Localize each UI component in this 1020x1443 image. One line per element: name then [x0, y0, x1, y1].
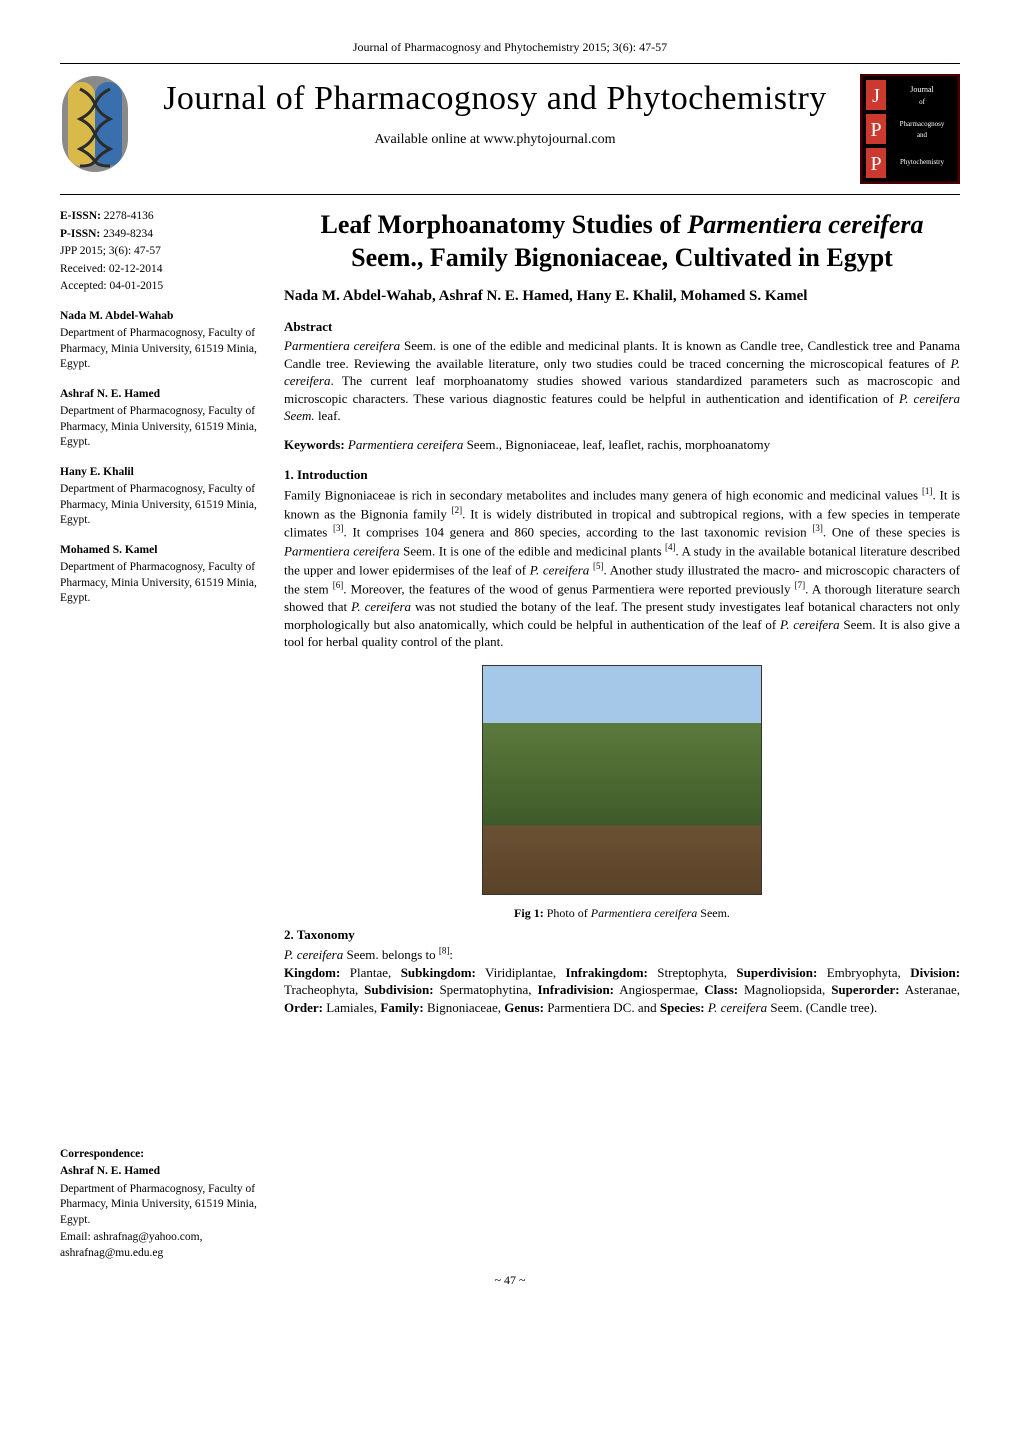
available-online-line: Available online at www.phytojournal.com — [142, 132, 848, 148]
taxonomy-intro: P. cereifera Seem. belongs to [8]: — [284, 947, 453, 962]
journal-title: Journal of Pharmacognosy and Phytochemis… — [142, 80, 848, 118]
p-issn-value: 2349-8234 — [103, 228, 153, 240]
abstract-heading: Abstract — [284, 319, 960, 335]
taxonomy-body: P. cereifera Seem. belongs to [8]: Kingd… — [284, 945, 960, 1017]
svg-text:P: P — [870, 153, 881, 175]
author-name: Ashraf N. E. Hamed — [60, 387, 260, 403]
taxonomy-section: 2. Taxonomy P. cereifera Seem. belongs t… — [284, 927, 960, 1017]
author-block: Mohamed S. Kamel Department of Pharmacog… — [60, 543, 260, 607]
jpp-line: JPP 2015; 3(6): 47-57 — [60, 244, 260, 260]
taxonomy-ranks: Kingdom: Plantae, Subkingdom: Viridiplan… — [284, 965, 960, 1015]
figure-1-caption-text: Photo of Parmentiera cereifera Seem. — [547, 906, 730, 920]
page-number: ~ 47 ~ — [60, 1273, 960, 1288]
accepted-line: Accepted: 04-01-2015 — [60, 279, 260, 295]
keywords-line: Keywords: Parmentiera cereifera Seem., B… — [284, 437, 960, 453]
article-title: Leaf Morphoanatomy Studies of Parmentier… — [284, 209, 960, 274]
e-issn-value: 2278-4136 — [104, 210, 154, 222]
svg-text:of: of — [919, 98, 926, 106]
author-affil: Department of Pharmacognosy, Faculty of … — [60, 326, 260, 373]
abstract-section: Abstract Parmentiera cereifera Seem. is … — [284, 319, 960, 425]
author-affil: Department of Pharmacognosy, Faculty of … — [60, 404, 260, 451]
svg-text:Phytochemistry: Phytochemistry — [900, 158, 944, 166]
author-block: Hany E. Khalil Department of Pharmacogno… — [60, 465, 260, 529]
figure-1-caption: Fig 1: Photo of Parmentiera cereifera Se… — [284, 906, 960, 921]
authors-line: Nada M. Abdel-Wahab, Ashraf N. E. Hamed,… — [284, 288, 960, 305]
svg-text:J: J — [872, 85, 880, 107]
correspondence-heading: Correspondence: — [60, 1147, 260, 1163]
svg-text:Journal: Journal — [910, 85, 934, 94]
journal-logo-icon — [60, 74, 130, 174]
figure-1: Fig 1: Photo of Parmentiera cereifera Se… — [284, 665, 960, 921]
author-name: Mohamed S. Kamel — [60, 543, 260, 559]
masthead: Journal of Pharmacognosy and Phytochemis… — [60, 74, 960, 184]
abstract-body: Parmentiera cereifera Seem. is one of th… — [284, 337, 960, 425]
keywords-value: Parmentiera cereifera Seem., Bignoniacea… — [348, 437, 770, 452]
introduction-section: 1. Introduction Family Bignoniaceae is r… — [284, 467, 960, 651]
correspondence-name: Ashraf N. E. Hamed — [60, 1164, 260, 1180]
figure-1-caption-lead: Fig 1: — [514, 906, 544, 920]
issn-block: E-ISSN: 2278-4136 P-ISSN: 2349-8234 JPP … — [60, 209, 260, 295]
author-block: Nada M. Abdel-Wahab Department of Pharma… — [60, 309, 260, 373]
keywords-label: Keywords: — [284, 437, 345, 452]
author-name: Nada M. Abdel-Wahab — [60, 309, 260, 325]
correspondence-block: Correspondence: Ashraf N. E. Hamed Depar… — [60, 1147, 260, 1262]
journal-badge-icon: J Journal of P Pharmacognosy and P Phyto… — [860, 74, 960, 184]
svg-text:Pharmacognosy: Pharmacognosy — [900, 120, 945, 128]
e-issn-label: E-ISSN: — [60, 210, 101, 222]
author-name: Hany E. Khalil — [60, 465, 260, 481]
top-rule — [60, 63, 960, 64]
author-affil: Department of Pharmacognosy, Faculty of … — [60, 482, 260, 529]
correspondence-affil: Department of Pharmacognosy, Faculty of … — [60, 1182, 260, 1229]
running-head: Journal of Pharmacognosy and Phytochemis… — [60, 40, 960, 55]
author-block: Ashraf N. E. Hamed Department of Pharmac… — [60, 387, 260, 451]
svg-text:and: and — [917, 131, 928, 139]
masthead-rule — [60, 194, 960, 195]
correspondence-email: Email: ashrafnag@yahoo.com, ashrafnag@mu… — [60, 1230, 260, 1261]
svg-text:P: P — [870, 119, 881, 141]
p-issn-label: P-ISSN: — [60, 228, 100, 240]
introduction-body: Family Bignoniaceae is rich in secondary… — [284, 485, 960, 651]
received-line: Received: 02-12-2014 — [60, 262, 260, 278]
main-column: Leaf Morphoanatomy Studies of Parmentier… — [284, 209, 960, 1263]
figure-1-image — [482, 665, 762, 895]
author-affil: Department of Pharmacognosy, Faculty of … — [60, 560, 260, 607]
taxonomy-heading: 2. Taxonomy — [284, 927, 960, 943]
introduction-heading: 1. Introduction — [284, 467, 960, 483]
sidebar: E-ISSN: 2278-4136 P-ISSN: 2349-8234 JPP … — [60, 209, 260, 1263]
